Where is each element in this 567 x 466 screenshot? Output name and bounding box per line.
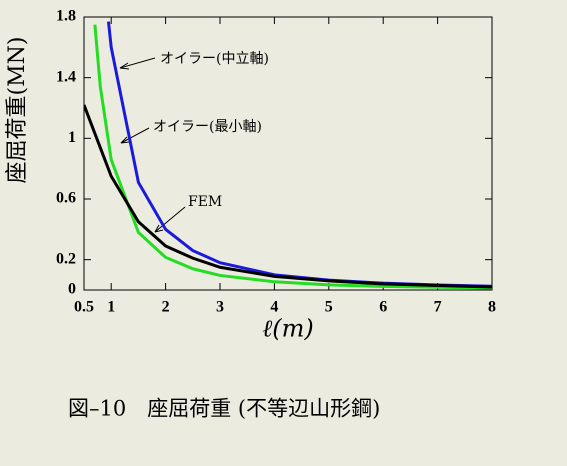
arrow: [119, 57, 156, 69]
annotation: オイラー(中立軸): [160, 51, 269, 67]
annotation: FEM: [188, 194, 222, 210]
plot-frame: [83, 16, 493, 291]
annotation: オイラー(最小軸): [153, 119, 262, 135]
y-tick-label: 1.8: [56, 8, 76, 25]
arrow-head: [154, 224, 164, 233]
arrow: [120, 127, 150, 144]
x-tick-label: 5: [325, 299, 333, 316]
x-tick-label: 0.5: [74, 299, 94, 316]
series-line: [84, 104, 492, 289]
x-tick-label: 3: [216, 299, 224, 316]
y-axis-label: 座屈荷重(MN): [5, 37, 30, 184]
x-tick-label: 8: [488, 299, 496, 316]
y-tick-label: 1: [68, 129, 76, 146]
x-tick-label: 6: [379, 299, 387, 316]
x-tick-label: 7: [434, 299, 442, 316]
y-tick-label: 0: [68, 281, 76, 298]
arrow: [154, 206, 186, 233]
annotation-arrows: [119, 57, 186, 233]
x-tick-label: 4: [270, 299, 278, 316]
y-tick-label: 1.4: [56, 68, 76, 85]
x-tick-label: 1: [107, 299, 115, 316]
series-line: [93, 24, 492, 290]
y-tick-label: 0.6: [56, 190, 76, 207]
caption: 図–10 座屈荷重 (不等辺山形鋼): [68, 397, 380, 421]
y-tick-label: 0.2: [56, 250, 76, 267]
x-tick-label: 2: [162, 299, 170, 316]
arrow-head: [119, 62, 130, 70]
x-axis-label: ℓ(m): [262, 315, 313, 343]
arrow-head: [120, 136, 130, 144]
